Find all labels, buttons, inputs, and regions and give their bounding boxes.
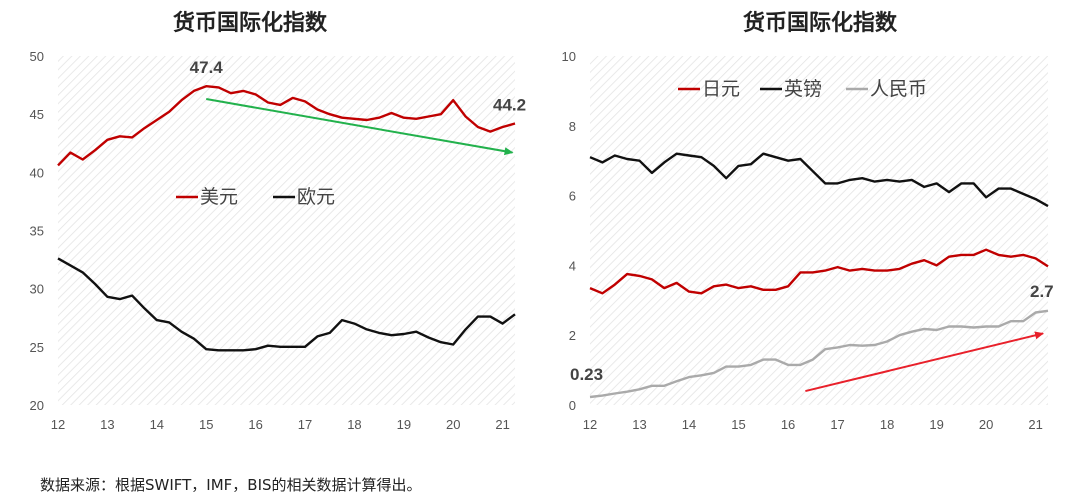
y-tick-label: 50 [30,49,44,64]
chart-2: 货币国际化指数 0 2 4 6 8 10 12 13 14 15 16 17 18 19 20 21 日元 英镑 人民… [562,10,1054,432]
x-tick-label: 13 [100,417,114,432]
y-tick-label: 30 [30,282,44,297]
y-tick-label: 45 [30,107,44,122]
y-tick-label: 6 [569,189,576,204]
data-label: 44.2 [493,95,526,114]
y-tick-label: 8 [569,119,576,134]
plot-background [590,56,1048,405]
data-label: 2.7 [1030,282,1054,301]
x-tick-label: 20 [446,417,460,432]
legend-label: 人民币 [870,78,927,100]
y-tick-label: 40 [30,165,44,180]
x-tick-label: 17 [298,417,312,432]
y-tick-label: 35 [30,224,44,239]
x-tick-label: 17 [830,417,844,432]
x-tick-label: 19 [397,417,411,432]
legend-label: 日元 [702,78,740,100]
x-tick-label: 16 [781,417,795,432]
series-line-1 [57,84,516,167]
x-tick-label: 16 [248,417,262,432]
chart-title: 货币国际化指数 [743,10,898,36]
series-line-3 [589,309,1049,399]
x-tick-label: 12 [583,417,597,432]
y-tick-label: 0 [569,398,576,413]
x-tick-label: 19 [929,417,943,432]
legend-label: 英镑 [784,78,822,100]
y-tick-label: 2 [569,328,576,343]
x-tick-label: 21 [1028,417,1042,432]
x-tick-label: 20 [979,417,993,432]
data-source-note: 数据来源：根据SWIFT，IMF，BIS的相关数据计算得出。 [40,476,422,494]
series-line-2 [57,257,516,352]
x-tick-label: 21 [495,417,509,432]
y-tick-label: 20 [30,398,44,413]
y-tick-label: 4 [569,258,576,273]
x-tick-label: 18 [880,417,894,432]
x-tick-label: 18 [347,417,361,432]
y-tick-label: 10 [562,49,576,64]
series-line-1 [589,248,1049,295]
legend-label: 美元 [200,186,238,208]
y-tick-label: 25 [30,340,44,355]
series-line-2 [589,152,1049,208]
legend-label: 欧元 [297,186,335,208]
data-label: 0.23 [570,365,603,384]
trend-arrow [206,98,514,156]
chart-title: 货币国际化指数 [173,10,328,36]
data-label: 47.4 [190,58,224,77]
x-tick-label: 14 [150,417,164,432]
x-tick-label: 12 [51,417,65,432]
x-tick-label: 15 [199,417,213,432]
x-tick-label: 13 [632,417,646,432]
trend-arrow [805,331,1045,393]
chart-1: 货币国际化指数 20 25 30 35 40 45 50 12 13 14 15 16 17 18 19 20 2… [30,10,527,432]
x-tick-label: 15 [731,417,745,432]
x-tick-label: 14 [682,417,696,432]
